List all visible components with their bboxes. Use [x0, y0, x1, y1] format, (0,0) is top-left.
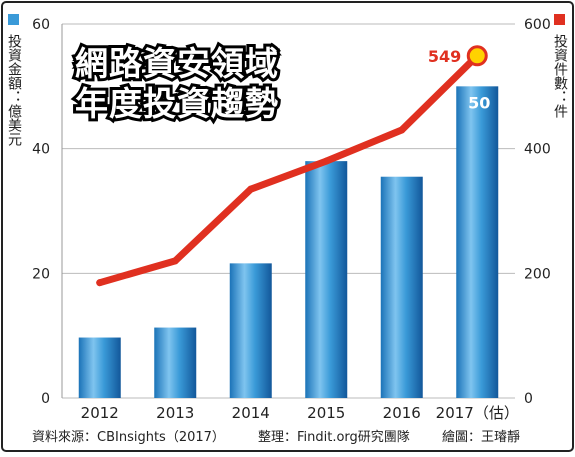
- bar: [380, 176, 423, 398]
- bar: [305, 161, 348, 398]
- x-tick-label: 2014: [232, 404, 270, 422]
- line-point: [171, 257, 179, 265]
- bar-data-label: 50: [468, 93, 490, 112]
- bar: [78, 337, 121, 398]
- right-tick-label: 0: [524, 391, 533, 407]
- x-tick-label: 2012: [81, 404, 119, 422]
- x-axis-ticks: 2012 2013 2014 2015 2016 2017（估）: [81, 404, 519, 422]
- left-tick-label: 40: [32, 142, 50, 158]
- compiled-text: 整理：Findit.org研究團隊: [258, 429, 410, 445]
- right-tick-label: 400: [524, 142, 551, 158]
- chart-title: 網路資安領域 年度投資趨勢: [72, 41, 281, 126]
- left-axis-label: 投資金額：億美元: [6, 34, 22, 147]
- line-series: 549: [96, 45, 488, 287]
- left-tick-label: 60: [32, 17, 50, 33]
- bar: [229, 263, 272, 398]
- line-point: [398, 126, 406, 134]
- x-tick-label: 2016: [383, 404, 421, 422]
- line-point: [322, 157, 330, 165]
- title-line-1: 網路資安領域: [75, 44, 279, 83]
- source-text: 資料來源：CBInsights（2017）: [32, 430, 225, 445]
- bar: [154, 327, 197, 398]
- line-point: [247, 185, 255, 193]
- left-axis-ticks: 0 20 40 60: [32, 17, 50, 407]
- bar: [456, 86, 499, 398]
- left-tick-label: 20: [32, 266, 50, 282]
- line-path: [96, 52, 481, 287]
- x-tick-label: 2015: [307, 404, 345, 422]
- right-tick-label: 200: [524, 266, 551, 282]
- title-line-2: 年度投資趨勢: [75, 84, 279, 123]
- x-tick-label: 2017（估）: [436, 404, 519, 422]
- bars-series: 50: [78, 86, 499, 398]
- line-point: [96, 279, 104, 287]
- highlight-point: [466, 45, 488, 67]
- right-legend-marker: [554, 14, 565, 25]
- right-axis-ticks: 0 200 400 600: [524, 17, 551, 407]
- right-axis-label: 投資件數：件: [552, 34, 568, 118]
- left-legend-marker: [8, 14, 19, 25]
- right-tick-label: 600: [524, 17, 551, 33]
- line-data-label: 549: [428, 47, 461, 66]
- x-tick-label: 2013: [156, 404, 194, 422]
- left-tick-label: 0: [41, 391, 50, 407]
- drawn-text: 繪圖：王璿靜: [442, 429, 520, 445]
